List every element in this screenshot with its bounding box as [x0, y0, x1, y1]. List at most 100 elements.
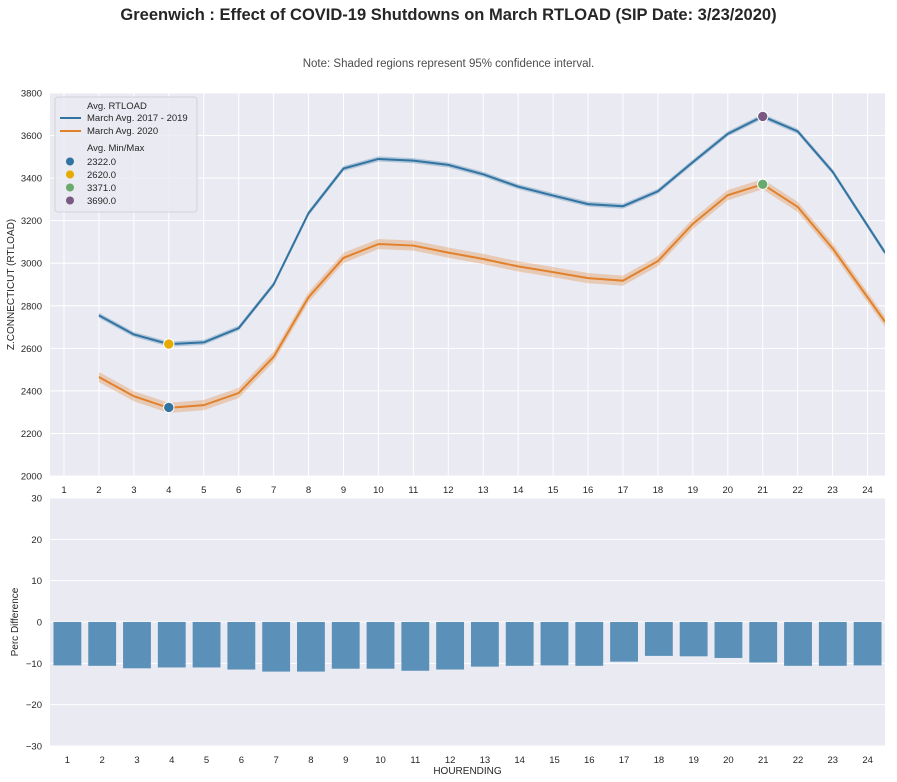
line-x-tick-label: 22 — [792, 485, 803, 496]
bar-x-tick-label: 9 — [343, 755, 348, 766]
figure-title: Greenwich : Effect of COVID-19 Shutdowns… — [120, 6, 777, 24]
bar-x-tick-label: 20 — [723, 755, 734, 766]
legend-title-rtload: Avg. RTLOAD — [87, 101, 147, 112]
line-x-tick-label: 2 — [96, 485, 101, 496]
line-x-tick-label: 5 — [201, 485, 206, 496]
bar-hour-17 — [610, 622, 638, 662]
line-y-tick-label: 2800 — [21, 301, 42, 312]
bar-y-tick-label: 20 — [31, 535, 42, 546]
bar-hour-2 — [88, 622, 117, 666]
bar-x-tick-label: 16 — [584, 755, 595, 766]
line-x-tick-label: 15 — [548, 485, 559, 496]
legend-point-swatch — [66, 157, 74, 166]
minmax-point — [757, 110, 769, 123]
bar-hour-6 — [227, 622, 256, 670]
legend-entry: 2620.0 — [87, 170, 116, 181]
bar-hour-8 — [297, 622, 325, 672]
line-y-axis-label: Z.CONNECTICUT (RTLOAD) — [6, 219, 17, 350]
legend-entry: 3371.0 — [87, 183, 116, 194]
bar-y-tick-label: −10 — [26, 659, 42, 670]
bar-x-tick-label: 10 — [375, 755, 386, 766]
bar-x-tick-label: 15 — [549, 755, 560, 766]
bar-x-tick-label: 17 — [619, 755, 630, 766]
bar-hour-10 — [366, 622, 395, 669]
bar-x-tick-label: 2 — [100, 755, 105, 766]
bar-hour-22 — [784, 622, 812, 666]
bar-x-tick-label: 22 — [793, 755, 804, 766]
line-series-1 — [98, 115, 885, 346]
bar-x-axis-label: HOURENDING — [433, 766, 502, 777]
line-y-tick-label: 3400 — [21, 174, 42, 185]
minmax-point — [163, 401, 175, 414]
legend-entry: March Avg. 2017 - 2019 — [87, 113, 188, 124]
bar-hour-23 — [818, 622, 847, 666]
bar-x-tick-label: 19 — [688, 755, 699, 766]
line-x-tick-label: 6 — [236, 485, 241, 496]
legend-entry: March Avg. 2020 — [87, 126, 158, 137]
bar-hour-9 — [331, 622, 360, 669]
bar-x-tick-label: 6 — [239, 755, 244, 766]
line-series-group — [98, 110, 885, 414]
line-y-tick-label: 2600 — [21, 344, 42, 355]
bar-x-tick-label: 3 — [134, 755, 139, 766]
line-x-tick-label: 24 — [862, 485, 873, 496]
line-x-tick-label: 16 — [583, 485, 594, 496]
legend-entry: 3690.0 — [87, 196, 116, 207]
line-x-tick-label: 18 — [653, 485, 664, 496]
legend-title-minmax: Avg. Min/Max — [87, 143, 145, 154]
bar-hour-24 — [853, 622, 882, 666]
line-x-tick-label: 13 — [478, 485, 489, 496]
bar-x-tick-label: 14 — [514, 755, 525, 766]
line-x-tick-label: 4 — [166, 485, 171, 496]
line-x-tick-label: 9 — [341, 485, 346, 496]
line-y-tick-label: 3000 — [21, 259, 42, 270]
bar-x-tick-label: 23 — [828, 755, 839, 766]
minmax-point — [163, 338, 175, 350]
bar-y-tick-label: −30 — [26, 742, 42, 753]
bar-hour-12 — [436, 622, 465, 670]
bar-hour-1 — [53, 622, 82, 666]
line-x-tick-label: 3 — [131, 485, 136, 496]
bar-hour-19 — [679, 622, 708, 657]
bar-hour-15 — [540, 622, 569, 666]
line-y-tick-label: 3800 — [21, 89, 42, 100]
line-x-tick-label: 8 — [306, 485, 311, 496]
bar-hour-5 — [192, 622, 221, 668]
bar-hour-16 — [575, 622, 604, 666]
bar-x-tick-label: 11 — [410, 755, 420, 766]
bar-y-tick-label: 10 — [31, 576, 42, 587]
legend-point-swatch — [66, 170, 74, 179]
bar-y-tick-label: 0 — [37, 618, 42, 629]
bar-hour-20 — [714, 622, 743, 658]
legend-frame — [54, 96, 198, 213]
line-y-tick-label: 2000 — [21, 472, 42, 483]
bar-x-tick-label: 12 — [445, 755, 456, 766]
line-x-tick-label: 19 — [688, 485, 699, 496]
line-x-tick-label: 1 — [61, 485, 66, 496]
bar-x-tick-label: 18 — [654, 755, 665, 766]
line-x-tick-label: 23 — [827, 485, 838, 496]
bar-hour-21 — [749, 622, 778, 663]
bar-hour-3 — [123, 622, 151, 669]
line-x-tick-label: 11 — [408, 485, 418, 496]
bar-x-tick-label: 7 — [273, 755, 278, 766]
bar-x-tick-label: 5 — [204, 755, 209, 766]
bar-hour-13 — [470, 622, 499, 667]
bar-x-tick-label: 21 — [758, 755, 769, 766]
bar-hour-7 — [262, 622, 291, 672]
line-x-tick-label: 10 — [373, 485, 384, 496]
line-x-tick-label: 17 — [618, 485, 629, 496]
line-series-2 — [98, 183, 885, 409]
bar-hour-14 — [505, 622, 534, 666]
legend-point-swatch — [66, 196, 74, 205]
bar-hour-18 — [644, 622, 673, 656]
bar-x-tick-label: 24 — [862, 755, 873, 766]
line-y-tick-label: 3200 — [21, 216, 42, 227]
line-y-tick-label: 2200 — [21, 429, 42, 440]
line-x-tick-label: 14 — [513, 485, 524, 496]
bar-hour-11 — [401, 622, 430, 671]
bar-y-axis-label: Perc Difference — [10, 587, 21, 656]
legend-entry: 2322.0 — [87, 157, 116, 168]
figure-note: Note: Shaded regions represent 95% confi… — [302, 58, 595, 70]
